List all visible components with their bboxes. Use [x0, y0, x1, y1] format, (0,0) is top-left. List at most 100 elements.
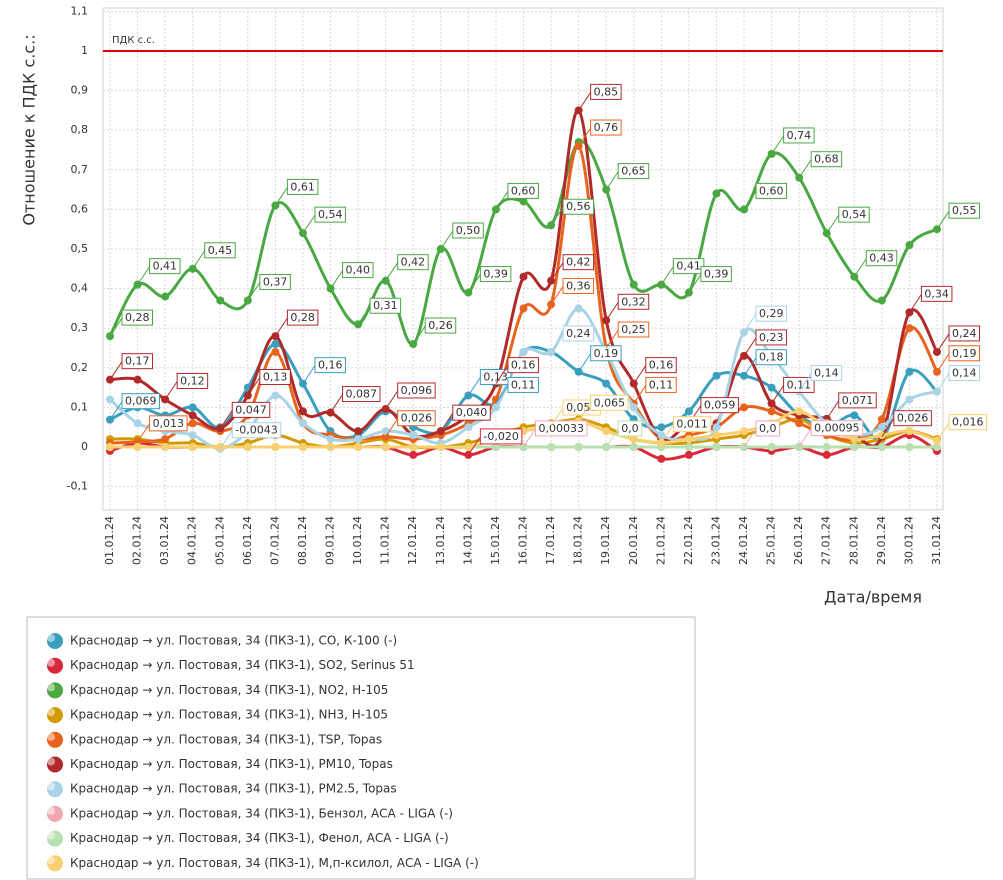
data-label-group: 0,16: [507, 357, 539, 374]
data-label: 0,12: [180, 374, 205, 387]
x-tick-label: 07.01.24: [268, 516, 281, 565]
data-label-box: [314, 206, 346, 223]
data-label-group: 0,11: [507, 376, 539, 393]
point: [712, 371, 721, 380]
label-leader: [109, 317, 123, 337]
label-leader: [109, 401, 123, 420]
data-label-group: 0,11: [783, 376, 815, 393]
y-tick-label: 0,1: [71, 400, 89, 413]
data-label-box: [865, 250, 898, 267]
data-label-box: [397, 410, 436, 427]
x-tick-label: 12.01.24: [406, 516, 419, 565]
data-label: 0,60: [511, 184, 536, 197]
data-label: 0,24: [952, 327, 977, 340]
x-tick-label: 23.01.24: [709, 516, 722, 565]
x-tick-label: 02.01.24: [131, 516, 144, 565]
threshold-label: ПДК с.с.: [112, 35, 155, 46]
label-leader: [605, 171, 619, 190]
data-label-group: 0,069: [121, 393, 160, 410]
data-label-group: 0,096: [397, 382, 436, 399]
x-tick-label: 01.01.24: [103, 516, 116, 565]
data-label: 0,54: [318, 208, 343, 221]
point: [491, 443, 500, 451]
legend-label: Краснодар → ул. Постовая, 34 (ПКЗ-1), PM…: [70, 782, 397, 796]
y-tick-label: 0,4: [71, 282, 89, 295]
point: [877, 423, 886, 432]
data-label-box: [121, 353, 153, 370]
point: [381, 427, 390, 436]
point: [188, 431, 197, 440]
point: [767, 407, 776, 416]
data-label-group: 0,60: [755, 182, 788, 199]
legend-swatch-highlight: [47, 806, 55, 815]
data-label-box: [838, 392, 877, 409]
point: [850, 435, 859, 444]
point: [409, 443, 418, 451]
x-tick-label: 20.01.24: [627, 516, 640, 565]
data-label: 0,23: [759, 331, 784, 344]
data-label-group: 0,41: [672, 258, 705, 275]
label-leader: [467, 274, 481, 293]
data-label-group: 0,85: [590, 83, 622, 100]
data-label-group: 0,34: [920, 285, 953, 302]
data-label-group: 0,40: [342, 262, 374, 279]
data-label-group: 0,19: [948, 345, 980, 362]
point: [933, 443, 941, 451]
data-label: 0,11: [787, 378, 812, 391]
point: [519, 443, 528, 451]
point: [684, 450, 693, 459]
legend-label: Краснодар → ул. Постовая, 34 (ПКЗ-1), PM…: [70, 757, 393, 771]
data-label-group: 0,41: [149, 258, 181, 275]
point: [464, 423, 473, 432]
data-label-group: 0,50: [452, 222, 484, 239]
point: [657, 423, 666, 432]
data-label-box: [535, 420, 588, 437]
data-label: 0,45: [208, 244, 233, 257]
point: [409, 450, 418, 459]
data-label-group: 0,13: [259, 369, 291, 386]
data-label: 0,85: [594, 85, 619, 98]
data-label-group: 0,39: [479, 266, 512, 283]
data-label: 0,14: [814, 367, 839, 380]
label-leader: [909, 294, 922, 313]
data-label: 0,0: [759, 422, 777, 435]
data-label: 0,026: [897, 412, 929, 425]
point: [519, 197, 528, 206]
data-label: 0,55: [952, 204, 977, 217]
point: [905, 367, 914, 376]
x-tick-label: 16.01.24: [517, 516, 530, 565]
data-label-box: [948, 365, 980, 382]
point: [822, 450, 831, 459]
data-label-group: 0,25: [617, 321, 650, 338]
label-leader: [137, 266, 150, 285]
label-leader: [495, 365, 509, 384]
point: [133, 443, 142, 451]
label-leader: [330, 270, 343, 289]
label-leader: [137, 423, 150, 443]
label-leader: [467, 377, 481, 396]
y-tick-label: -0,1: [67, 480, 88, 493]
data-label-group: 0,013: [149, 415, 188, 432]
data-label-box: [617, 321, 650, 338]
data-label-box: [700, 397, 739, 414]
label-leader: [357, 305, 371, 325]
point: [684, 435, 693, 444]
x-tick-label: 11.01.24: [379, 516, 392, 565]
data-label: 0,016: [952, 416, 984, 429]
data-label-box: [176, 372, 209, 389]
y-tick-label: 0,3: [71, 321, 89, 334]
data-label-box: [948, 325, 980, 342]
data-label-group: 0,24: [948, 325, 980, 342]
label-leader: [440, 230, 454, 250]
label-leader: [633, 385, 647, 404]
point: [629, 280, 638, 289]
y-tick-label: 0,8: [71, 123, 89, 136]
data-label: 0,013: [153, 417, 185, 430]
data-label: 0,19: [952, 347, 977, 360]
point: [877, 296, 886, 305]
y-axis-label: Отношение к ПДК с.с.:: [20, 34, 39, 225]
legend-swatch-highlight: [47, 732, 55, 741]
data-label-group: 0,14: [948, 365, 980, 382]
label-leader: [743, 313, 757, 333]
data-label-group: 0,0: [617, 420, 643, 437]
